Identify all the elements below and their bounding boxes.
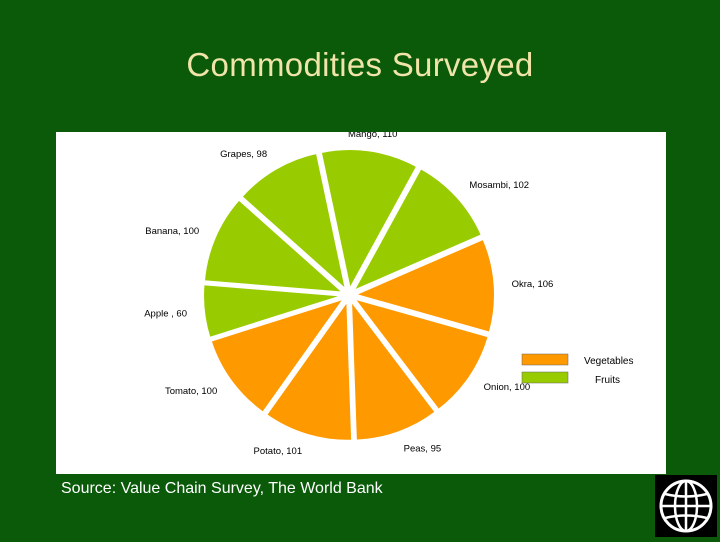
pie-label-potato: Potato, 101 — [254, 446, 303, 457]
chart-panel: Mango, 110 Mosambi, 102 Okra, 106 Onion, 10… — [56, 132, 666, 474]
pie-slice-grapes — [240, 151, 348, 293]
pie-label-onion: Onion, 100 — [484, 382, 530, 393]
pie-slice-banana — [202, 198, 347, 294]
pie-label-tomato: Tomato, 100 — [165, 386, 217, 397]
pie-slice-onion — [351, 296, 490, 412]
pie-labels: Mango, 110 Mosambi, 102 Okra, 106 Onion, 10… — [144, 132, 553, 457]
pie-label-okra: Okra, 106 — [512, 279, 554, 290]
pie-slice-okra — [352, 237, 496, 334]
world-bank-globe-icon — [655, 475, 717, 537]
legend-label-fruits: Fruits — [595, 375, 620, 386]
pie-slice-mosambi — [351, 166, 484, 294]
pie-slices — [202, 148, 496, 442]
pie-slice-peas — [349, 297, 438, 442]
legend-label-vegetables: Vegetables — [584, 356, 634, 367]
pie-slice-apple — [202, 283, 344, 340]
pie-label-mosambi: Mosambi, 102 — [469, 180, 529, 191]
pie-label-peas: Peas, 95 — [404, 444, 442, 455]
pie-label-banana: Banana, 100 — [145, 226, 199, 237]
pie-label-grapes: Grapes, 98 — [220, 149, 267, 160]
pie-slice-mango — [319, 148, 419, 292]
pie-label-apple: Apple , 60 — [144, 308, 187, 319]
legend-swatch-fruits — [521, 371, 569, 384]
pie-label-mango: Mango, 110 — [348, 132, 397, 140]
slide-title: Commodities Surveyed — [186, 46, 534, 83]
legend-swatch-vegetables — [521, 353, 569, 366]
pie-slice-potato — [264, 297, 354, 442]
chart-legend: Vegetables Fruits — [521, 353, 634, 386]
source-note: Source: Value Chain Survey, The World Ba… — [61, 480, 383, 497]
pie-slice-tomato — [209, 296, 347, 415]
pie-chart: Mango, 110 Mosambi, 102 Okra, 106 Onion, 10… — [144, 132, 634, 457]
